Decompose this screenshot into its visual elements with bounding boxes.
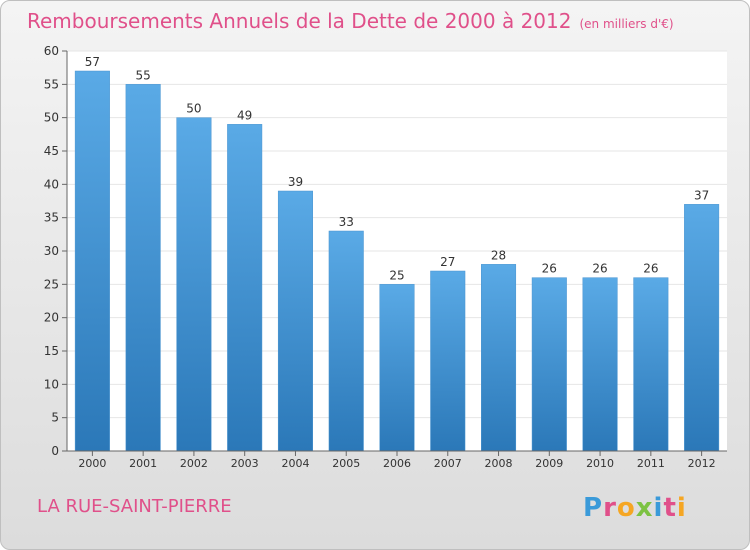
x-tick-label: 2012 bbox=[688, 457, 716, 470]
bar-2007 bbox=[430, 270, 466, 452]
value-label: 50 bbox=[186, 102, 201, 116]
bar-2000 bbox=[74, 70, 110, 452]
y-tick-label: 40 bbox=[44, 177, 59, 191]
proxiti-logo: Proxiti bbox=[583, 493, 687, 523]
y-tick-label: 30 bbox=[44, 244, 59, 258]
y-tick-label: 15 bbox=[44, 344, 59, 358]
value-label: 39 bbox=[288, 175, 303, 189]
bar-2012 bbox=[684, 204, 720, 452]
commune-name: LA RUE-SAINT-PIERRE bbox=[37, 496, 232, 517]
bar-2008 bbox=[481, 264, 517, 452]
value-label: 26 bbox=[643, 262, 658, 276]
x-tick-label: 2008 bbox=[485, 457, 513, 470]
bar-2006 bbox=[379, 284, 415, 452]
value-label: 28 bbox=[491, 248, 506, 262]
y-tick-label: 20 bbox=[44, 311, 59, 325]
bar-2002 bbox=[176, 117, 212, 452]
bar-2011 bbox=[633, 277, 669, 452]
y-tick-label: 55 bbox=[44, 77, 59, 91]
x-tick-label: 2006 bbox=[383, 457, 411, 470]
value-label: 49 bbox=[237, 108, 252, 122]
bar-2010 bbox=[582, 277, 618, 452]
value-label: 33 bbox=[339, 215, 354, 229]
bar-2003 bbox=[227, 124, 263, 452]
x-tick-label: 2001 bbox=[129, 457, 157, 470]
y-tick-label: 45 bbox=[44, 144, 59, 158]
x-tick-label: 2010 bbox=[586, 457, 614, 470]
x-tick-label: 2003 bbox=[231, 457, 259, 470]
chart-subtitle: (en milliers d'€) bbox=[579, 17, 674, 31]
value-label: 25 bbox=[389, 268, 404, 282]
x-tick-label: 2005 bbox=[332, 457, 360, 470]
x-tick-label: 2004 bbox=[281, 457, 309, 470]
x-tick-label: 2002 bbox=[180, 457, 208, 470]
y-tick-label: 35 bbox=[44, 211, 59, 225]
bar-2004 bbox=[277, 190, 313, 452]
value-label: 37 bbox=[694, 188, 709, 202]
x-tick-label: 2000 bbox=[78, 457, 106, 470]
y-tick-label: 5 bbox=[51, 411, 59, 425]
chart-title: Remboursements Annuels de la Dette de 20… bbox=[27, 9, 674, 33]
bar-2005 bbox=[328, 230, 364, 452]
y-tick-label: 10 bbox=[44, 377, 59, 391]
x-tick-label: 2009 bbox=[535, 457, 563, 470]
value-label: 27 bbox=[440, 255, 455, 269]
bar-2009 bbox=[531, 277, 567, 452]
value-label: 55 bbox=[136, 68, 151, 82]
value-label: 57 bbox=[85, 55, 100, 69]
y-tick-label: 0 bbox=[51, 444, 59, 458]
y-tick-label: 60 bbox=[44, 44, 59, 58]
y-tick-label: 50 bbox=[44, 111, 59, 125]
value-label: 26 bbox=[542, 262, 557, 276]
value-label: 26 bbox=[592, 262, 607, 276]
x-tick-label: 2007 bbox=[434, 457, 462, 470]
y-tick-label: 25 bbox=[44, 277, 59, 291]
title-text: Remboursements Annuels de la Dette de 20… bbox=[27, 9, 572, 33]
bar-2001 bbox=[125, 84, 161, 452]
x-tick-label: 2011 bbox=[637, 457, 665, 470]
